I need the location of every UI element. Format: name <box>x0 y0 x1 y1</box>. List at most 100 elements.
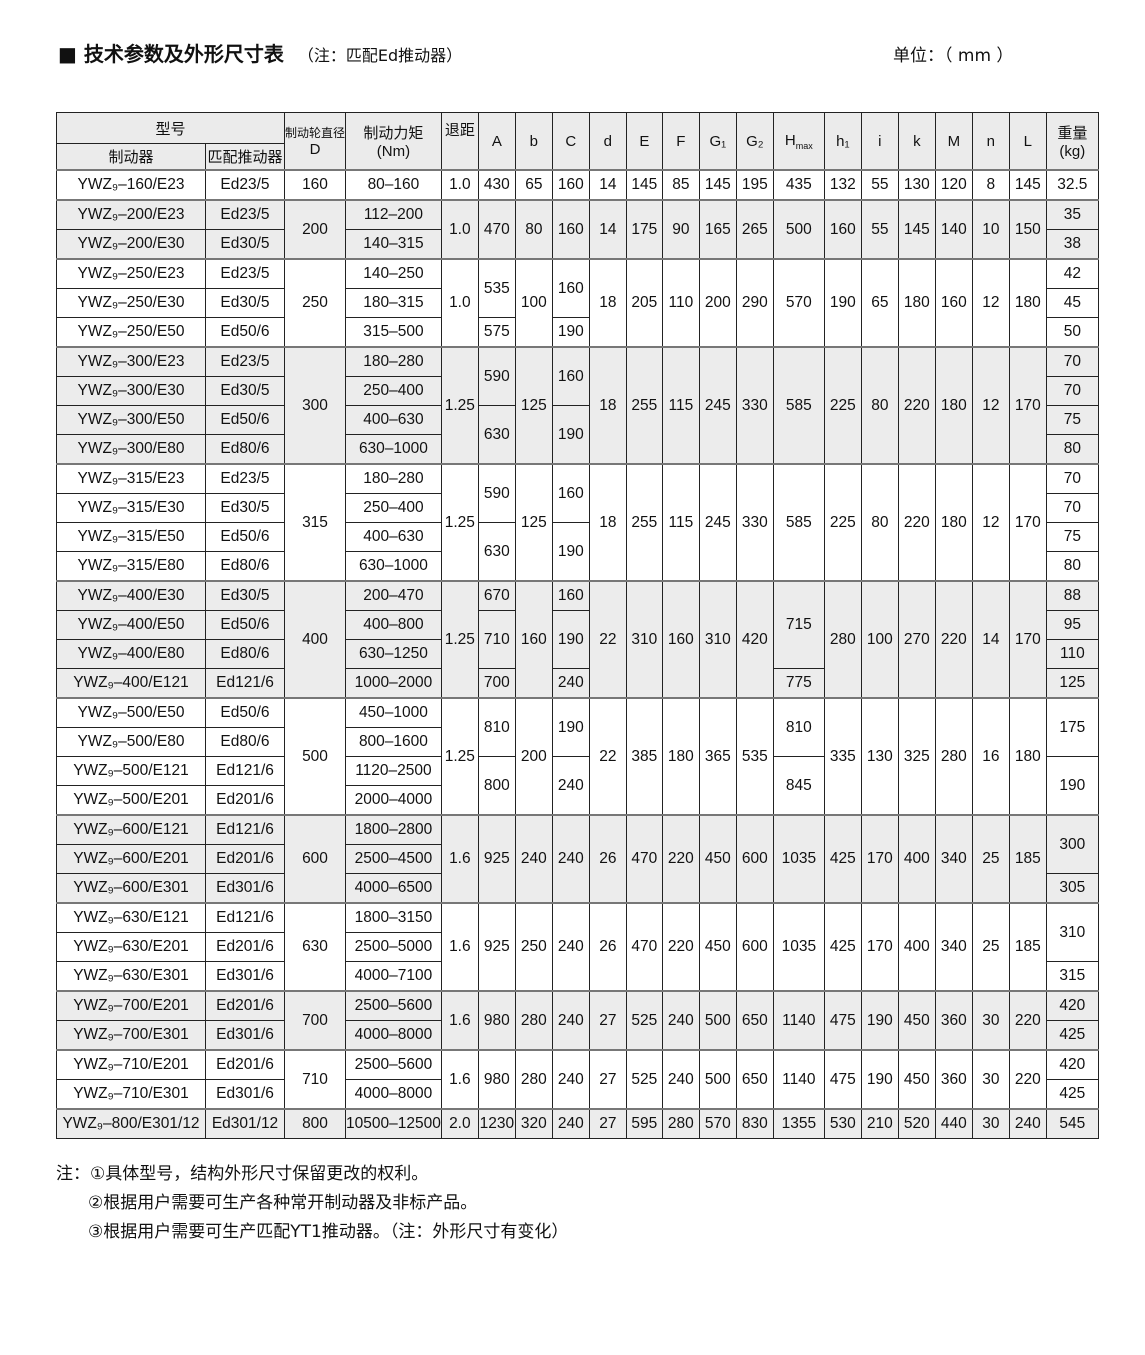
header-b: b <box>514 112 553 171</box>
cell-retreat: 2.0 <box>440 1108 479 1139</box>
cell-G2: 330 <box>735 463 774 582</box>
header-weight: 重量 (kg) <box>1045 112 1099 171</box>
cell-h1: 335 <box>823 697 862 816</box>
cell-weight: 420 <box>1045 1049 1099 1080</box>
header-M: M <box>934 112 973 171</box>
header-i: i <box>860 112 899 171</box>
cell-torque: 140–315 <box>345 229 442 260</box>
cell-model: YWZ₉–700/E201 <box>56 990 206 1021</box>
cell-actuator: Ed50/6 <box>205 697 285 728</box>
cell-torque: 1120–2500 <box>345 756 442 786</box>
cell-G2: 650 <box>735 990 774 1051</box>
cell-torque: 4000–7100 <box>345 961 442 992</box>
cell-model: YWZ₉–600/E121 <box>56 814 206 845</box>
cell-C: 240 <box>551 668 590 699</box>
title-text: ■ 技术参数及外形尺寸表 <box>58 42 284 66</box>
cell-weight: 35 <box>1045 199 1099 230</box>
cell-weight: 95 <box>1045 610 1099 640</box>
cell-torque: 180–315 <box>345 288 442 318</box>
cell-model: YWZ₉–300/E23 <box>56 346 206 377</box>
cell-actuator: Ed50/6 <box>205 405 285 435</box>
cell-model: YWZ₉–250/E23 <box>56 258 206 289</box>
cell-torque: 250–400 <box>345 376 442 406</box>
table-row: YWZ₉–700/E201 Ed201/6 700 2500–5600 1.6 980 28… <box>56 990 1099 1051</box>
cell-A: 590 <box>477 346 516 406</box>
cell-G2: 420 <box>735 580 774 699</box>
cell-torque: 1800–3150 <box>345 902 442 933</box>
cell-k: 400 <box>897 814 936 904</box>
cell-h1: 160 <box>823 199 862 260</box>
cell-M: 220 <box>934 580 973 699</box>
table-row: YWZ₉–315/E50 Ed50/6 400–630 630 190 75 <box>56 522 1099 582</box>
cell-G1: 450 <box>698 814 737 904</box>
cell-actuator: Ed80/6 <box>205 639 285 669</box>
table-row: YWZ₉–400/E80 Ed80/6 630–1250 110 <box>56 639 1099 669</box>
cell-G1: 450 <box>698 902 737 992</box>
header-torque-label: 制动力矩 <box>363 125 424 142</box>
header-wheel-diameter-label: 制动轮直径 <box>285 126 346 140</box>
cell-model: YWZ₉–250/E50 <box>56 317 206 348</box>
cell-actuator: Ed301/6 <box>205 1079 285 1110</box>
cell-D: 400 <box>283 580 347 699</box>
cell-d: 22 <box>588 580 627 699</box>
cell-C: 190 <box>551 405 590 465</box>
table-row: YWZ₉–800/E301/12 Ed301/12 800 10500–12500 2.… <box>56 1108 1099 1139</box>
cell-i: 170 <box>860 814 899 904</box>
cell-M: 440 <box>934 1108 973 1139</box>
cell-torque: 400–800 <box>345 610 442 640</box>
cell-F: 160 <box>661 580 700 699</box>
cell-Hmax: 585 <box>772 463 825 582</box>
header-L: L <box>1008 112 1047 171</box>
cell-model: YWZ₉–400/E30 <box>56 580 206 611</box>
cell-F: 90 <box>661 199 700 260</box>
cell-G2: 535 <box>735 697 774 816</box>
cell-h1: 425 <box>823 814 862 904</box>
table-row: YWZ₉–160/E23 Ed23/5 160 80–160 1.0 430 65 160 14… <box>56 169 1099 201</box>
cell-b: 250 <box>514 902 553 992</box>
cell-weight: 80 <box>1045 551 1099 582</box>
cell-E: 310 <box>625 580 663 699</box>
cell-d: 26 <box>588 814 627 904</box>
cell-d: 18 <box>588 258 627 348</box>
cell-F: 280 <box>661 1108 700 1139</box>
cell-model: YWZ₉–500/E121 <box>56 756 206 786</box>
cell-torque: 4000–8000 <box>345 1079 442 1110</box>
cell-F: 220 <box>661 902 700 992</box>
cell-model: YWZ₉–300/E50 <box>56 405 206 435</box>
cell-torque: 2000–4000 <box>345 785 442 816</box>
header-brake: 制动器 <box>56 143 206 171</box>
cell-G2: 330 <box>735 346 774 465</box>
cell-retreat: 1.0 <box>440 258 479 348</box>
cell-Hmax: 585 <box>772 346 825 465</box>
cell-A: 925 <box>477 814 516 904</box>
cell-n: 14 <box>971 580 1010 699</box>
cell-weight: 70 <box>1045 346 1099 377</box>
cell-G2: 290 <box>735 258 774 348</box>
note-2: ②根据用户需要可生产各种常开制动器及非标产品。 <box>88 1193 478 1213</box>
cell-k: 130 <box>897 169 936 201</box>
cell-i: 55 <box>860 199 899 260</box>
cell-i: 130 <box>860 697 899 816</box>
header-d: D <box>309 141 321 158</box>
cell-G1: 165 <box>698 199 737 260</box>
cell-L: 170 <box>1008 346 1047 465</box>
cell-torque: 80–160 <box>345 169 442 201</box>
header-k: k <box>897 112 936 171</box>
cell-model: YWZ₉–315/E80 <box>56 551 206 582</box>
cell-Hmax: 570 <box>772 258 825 348</box>
cell-C: 160 <box>551 463 590 523</box>
cell-F: 220 <box>661 814 700 904</box>
cell-weight: 310 <box>1045 902 1099 962</box>
cell-weight: 305 <box>1045 873 1099 904</box>
cell-b: 125 <box>514 346 553 465</box>
cell-retreat: 1.25 <box>440 463 479 582</box>
header-G2: G₂ <box>735 112 774 171</box>
cell-torque: 2500–5600 <box>345 1049 442 1080</box>
cell-torque: 112–200 <box>345 199 442 230</box>
header-wheel-diameter: 制动轮直径 D <box>283 112 347 171</box>
cell-E: 175 <box>625 199 663 260</box>
cell-A: 575 <box>477 317 516 348</box>
cell-model: YWZ₉–600/E201 <box>56 844 206 874</box>
cell-actuator: Ed30/5 <box>205 229 285 260</box>
cell-torque: 250–400 <box>345 493 442 523</box>
